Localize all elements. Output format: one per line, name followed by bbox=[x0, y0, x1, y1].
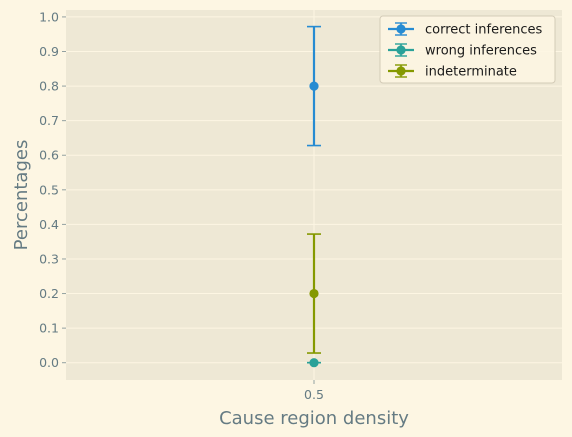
point-correct-inferences bbox=[309, 81, 319, 91]
y-tick-label: 0.4 bbox=[39, 217, 59, 232]
x-axis: 0.5 bbox=[304, 380, 324, 402]
x-axis-label: Cause region density bbox=[219, 408, 409, 429]
legend-label-indeterminate: indeterminate bbox=[425, 65, 517, 80]
y-tick-label: 1.0 bbox=[39, 9, 59, 24]
legend-label-wrong-inferences: wrong inferences bbox=[425, 44, 537, 59]
y-tick-label: 0.5 bbox=[39, 182, 59, 197]
x-tick-label: 0.5 bbox=[304, 387, 324, 402]
legend-marker-indeterminate bbox=[396, 66, 406, 76]
y-axis: 0.0 0.1 0.2 0.3 0.4 0.5 0.6 0.7 0.8 0.9 1.0 bbox=[39, 9, 66, 370]
y-tick-label: 0.0 bbox=[39, 355, 59, 370]
y-axis-label: Percentages bbox=[11, 140, 32, 251]
y-tick-label: 0.3 bbox=[39, 251, 59, 266]
legend-label-correct-inferences: correct inferences bbox=[425, 23, 543, 38]
series-marks bbox=[307, 25, 321, 368]
y-tick-label: 0.2 bbox=[39, 286, 59, 301]
y-tick-label: 0.8 bbox=[39, 79, 59, 94]
legend-box bbox=[379, 15, 556, 84]
point-indeterminate bbox=[309, 288, 319, 299]
legend-marker-wrong-inferences bbox=[396, 45, 406, 55]
point-wrong-inferences bbox=[309, 358, 319, 368]
y-tick-label: 0.6 bbox=[39, 148, 59, 163]
legend: correct inferences wrong inferences indete… bbox=[379, 15, 556, 84]
legend-marker-correct-inferences bbox=[396, 24, 406, 34]
y-tick-label: 0.9 bbox=[39, 44, 59, 59]
y-tick-label: 0.7 bbox=[39, 113, 59, 128]
y-tick-label: 0.1 bbox=[39, 321, 59, 336]
